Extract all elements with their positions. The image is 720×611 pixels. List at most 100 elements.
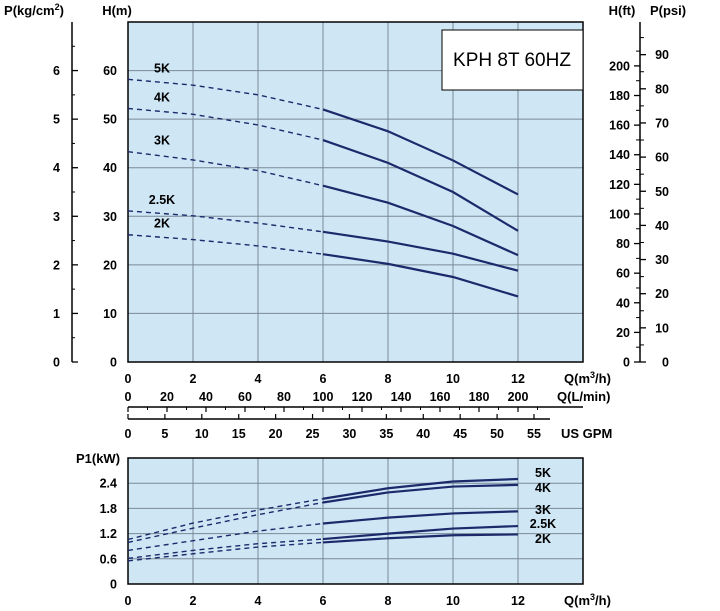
tick-label-kw: 1.8 (100, 502, 117, 516)
tick-label-lmin: 100 (313, 390, 334, 404)
tick-label-psi: 20 (655, 287, 669, 301)
curve-2.5K-dashed (127, 210, 324, 233)
tick-label-gpm: 40 (416, 427, 430, 441)
tick-label-ft: 160 (609, 119, 630, 133)
curve-3K-dashed (127, 522, 324, 552)
power-plot-border (127, 457, 584, 585)
pressure-kg-axis-label: P(kg/cm2) (4, 2, 64, 18)
curve-label-2K: 2K (535, 532, 551, 546)
tick-label-psi: 0 (662, 356, 669, 370)
curve-label-4K: 4K (154, 90, 170, 104)
head-m-axis-label: H(m) (102, 3, 132, 18)
curve-3K-dashed (127, 150, 324, 187)
tick-label-kg: 3 (53, 210, 60, 224)
pressure-psi-axis-label: P(psi) (650, 3, 686, 18)
tick-label-m: 30 (103, 210, 117, 224)
tick-label-lmin: 200 (508, 390, 529, 404)
tick-label-psi: 70 (655, 116, 669, 130)
curve-2K-dashed (127, 541, 324, 562)
flow-gpm-axis-label: US GPM (561, 426, 612, 441)
tick-label-gpm: 45 (453, 427, 467, 441)
tick-label-ft: 140 (609, 148, 630, 162)
tick-label-gpm: 0 (125, 427, 132, 441)
curve-label-2.5K: 2.5K (530, 517, 556, 531)
tick-label-gpm: 5 (161, 427, 168, 441)
tick-label-psi: 30 (655, 253, 669, 267)
tick-label-gpm: 55 (527, 427, 541, 441)
head-plot-border (127, 21, 584, 363)
curve-2.5K-solid (322, 230, 519, 272)
curve-3K-solid (322, 184, 519, 257)
tick-label-m3h: 4 (255, 372, 262, 386)
curve-5K-solid (322, 477, 519, 500)
tick-label-ft: 80 (616, 237, 630, 251)
curve-label-3K: 3K (154, 134, 170, 148)
tick-label-kg: 6 (53, 64, 60, 78)
tick-label-kg: 5 (53, 113, 60, 127)
tick-label-psi: 40 (655, 219, 669, 233)
curve-4K-solid (322, 483, 519, 504)
tick-label-lmin: 160 (430, 390, 451, 404)
power-curves (127, 477, 519, 562)
tick-label-kg: 0 (53, 356, 60, 370)
tick-label-m3h: 12 (511, 372, 525, 386)
flow-lmin-axis-label: Q(L/min) (557, 389, 610, 404)
curve-2K-dashed (127, 234, 324, 255)
tick-label-m3h: 8 (385, 594, 392, 608)
curve-5K-dashed (127, 498, 324, 541)
tick-label-kw: 0.6 (100, 552, 117, 566)
tick-label-psi: 80 (655, 82, 669, 96)
tick-label-m3h: 6 (320, 372, 327, 386)
curve-2.5K-solid (322, 524, 519, 541)
curve-2K-solid (322, 533, 519, 544)
tick-label-gpm: 35 (379, 427, 393, 441)
tick-label-m3h: 6 (320, 594, 327, 608)
flow-m3h-axis-label: Q(m3/h) (564, 370, 611, 386)
tick-label-gpm: 10 (195, 427, 209, 441)
tick-label-psi: 60 (655, 151, 669, 165)
curve-4K-solid (322, 138, 519, 232)
curve-4K-dashed (127, 501, 324, 544)
tick-label-m3h: 0 (125, 594, 132, 608)
flow-m3h-ticks: 0 2 4 6 8 10 12 (125, 372, 525, 386)
tick-label-lmin: 40 (199, 390, 213, 404)
tick-label-m3h: 12 (511, 594, 525, 608)
head-curves (127, 78, 519, 298)
head-ft-axis-label: H(ft) (609, 3, 636, 18)
tick-label-ft: 0 (623, 356, 630, 370)
pressure-kg-ticks: 0 1 2 3 4 5 6 (53, 45, 78, 370)
tick-label-m3h: 8 (385, 372, 392, 386)
curve-label-5K: 5K (154, 61, 170, 75)
curve-label-5K: 5K (535, 466, 551, 480)
chart-title-box (441, 29, 584, 91)
tick-label-psi: 50 (655, 185, 669, 199)
tick-label-ft: 100 (609, 207, 630, 221)
tick-label-m: 20 (103, 258, 117, 272)
flow-gpm-ticks: 0 5 10 15 20 25 30 35 40 45 50 55 (125, 414, 541, 441)
tick-label-lmin: 120 (352, 390, 373, 404)
curve-label-2K: 2K (154, 217, 170, 231)
head-plot-grid (128, 22, 583, 362)
power-flow-axis-label: Q(m3/h) (564, 592, 611, 608)
pressure-psi-ticks: 0 10 20 30 40 50 60 70 80 90 (640, 37, 669, 370)
head-curve-labels: 5K 4K 3K 2.5K 2K (149, 61, 175, 230)
head-m-ticks: 0 10 20 30 40 50 60 (103, 64, 117, 369)
power-flow-ticks: 0 2 4 6 8 10 12 (125, 594, 525, 608)
tick-label-lmin: 60 (238, 390, 252, 404)
power-kw-ticks: 0 0.6 1.2 1.8 2.4 (100, 477, 117, 592)
tick-label-kg: 1 (53, 307, 60, 321)
tick-label-kw: 0 (110, 578, 117, 592)
curve-label-2.5K: 2.5K (149, 193, 175, 207)
tick-label-m: 10 (103, 307, 117, 321)
tick-label-kg: 4 (53, 161, 60, 175)
curve-3K-solid (322, 510, 519, 525)
tick-label-m3h: 10 (446, 372, 460, 386)
head-ft-ticks: 0 20 40 60 80 100 120 140 160 180 200 (609, 50, 640, 370)
tick-label-lmin: 0 (125, 390, 132, 404)
tick-label-m3h: 2 (190, 372, 197, 386)
tick-label-ft: 120 (609, 178, 630, 192)
tick-label-lmin: 180 (469, 390, 490, 404)
tick-label-lmin: 80 (277, 390, 291, 404)
